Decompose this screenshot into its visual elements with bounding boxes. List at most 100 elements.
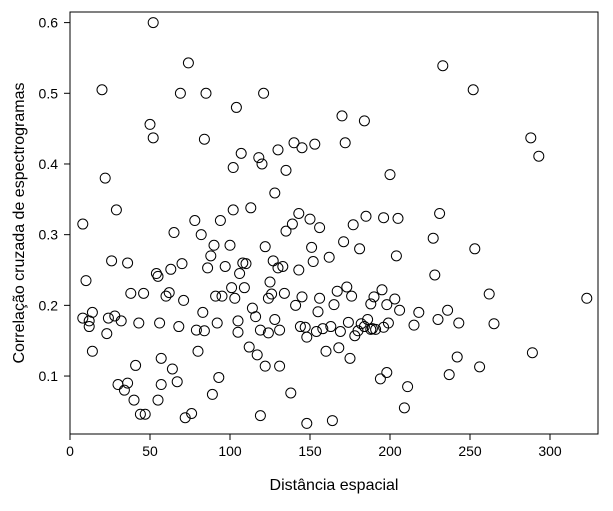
- data-point: [116, 316, 126, 326]
- data-point: [438, 61, 448, 71]
- data-point: [134, 318, 144, 328]
- data-point: [220, 261, 230, 271]
- data-point: [275, 361, 285, 371]
- data-point: [139, 288, 149, 298]
- data-point: [399, 403, 409, 413]
- x-tick-label: 50: [142, 443, 158, 459]
- data-point: [382, 368, 392, 378]
- data-point: [167, 364, 177, 374]
- data-point: [430, 270, 440, 280]
- data-point: [87, 346, 97, 356]
- data-point: [395, 305, 405, 315]
- data-point: [291, 300, 301, 310]
- data-point: [297, 143, 307, 153]
- y-tick-label: 0.4: [39, 156, 59, 172]
- data-point: [87, 307, 97, 317]
- data-point: [279, 288, 289, 298]
- data-point: [148, 18, 158, 28]
- data-point: [379, 213, 389, 223]
- data-point: [156, 353, 166, 363]
- data-point: [315, 293, 325, 303]
- data-point: [409, 320, 419, 330]
- data-point: [255, 411, 265, 421]
- data-point: [251, 312, 261, 322]
- data-point: [302, 332, 312, 342]
- data-point: [207, 389, 217, 399]
- data-point: [239, 283, 249, 293]
- data-point: [334, 343, 344, 353]
- y-tick-label: 0.1: [39, 368, 59, 384]
- data-point: [359, 116, 369, 126]
- data-point: [198, 307, 208, 317]
- data-point: [327, 416, 337, 426]
- data-point: [233, 327, 243, 337]
- data-point: [78, 219, 88, 229]
- data-point: [131, 360, 141, 370]
- data-point: [103, 313, 113, 323]
- data-point: [148, 133, 158, 143]
- data-point: [145, 119, 155, 129]
- data-point: [294, 208, 304, 218]
- data-point: [97, 85, 107, 95]
- data-point: [414, 307, 424, 317]
- data-point: [78, 313, 88, 323]
- data-point: [403, 382, 413, 392]
- plot-frame: [70, 12, 598, 434]
- data-point: [443, 305, 453, 315]
- data-point: [454, 318, 464, 328]
- y-tick-label: 0.5: [39, 85, 59, 101]
- data-point: [329, 300, 339, 310]
- data-point: [452, 352, 462, 362]
- data-point: [393, 213, 403, 223]
- data-point: [172, 377, 182, 387]
- data-point: [435, 208, 445, 218]
- data-point: [270, 314, 280, 324]
- data-point: [199, 134, 209, 144]
- data-point: [335, 327, 345, 337]
- data-point: [244, 342, 254, 352]
- data-point: [390, 294, 400, 304]
- data-point: [468, 85, 478, 95]
- data-point: [433, 314, 443, 324]
- y-tick-label: 0.2: [39, 297, 59, 313]
- data-point: [102, 329, 112, 339]
- data-point: [311, 327, 321, 337]
- data-point: [484, 289, 494, 299]
- data-point: [259, 88, 269, 98]
- data-point: [377, 285, 387, 295]
- data-point: [340, 138, 350, 148]
- data-point: [342, 282, 352, 292]
- data-point: [257, 159, 267, 169]
- x-tick-label: 100: [218, 443, 242, 459]
- data-point: [307, 242, 317, 252]
- data-point: [324, 252, 334, 262]
- data-point: [361, 211, 371, 221]
- data-point: [107, 256, 117, 266]
- data-point: [100, 173, 110, 183]
- data-point: [313, 307, 323, 317]
- data-point: [193, 346, 203, 356]
- data-point: [347, 291, 357, 301]
- data-point: [203, 263, 213, 273]
- data-point: [153, 395, 163, 405]
- scatter-chart: 0501001502002503000.10.20.30.40.50.6Dist…: [0, 0, 613, 511]
- data-point: [113, 380, 123, 390]
- data-point: [302, 418, 312, 428]
- data-point: [235, 269, 245, 279]
- data-point: [228, 163, 238, 173]
- y-axis-title: Correlação cruzada de espectrogramas: [11, 82, 28, 363]
- data-point: [183, 58, 193, 68]
- x-tick-label: 0: [66, 443, 74, 459]
- data-point: [225, 240, 235, 250]
- data-point: [228, 205, 238, 215]
- data-point: [332, 286, 342, 296]
- data-point: [123, 258, 133, 268]
- data-point: [196, 230, 206, 240]
- data-point: [201, 88, 211, 98]
- x-tick-label: 200: [378, 443, 402, 459]
- data-point: [217, 291, 227, 301]
- data-point: [246, 203, 256, 213]
- data-point: [153, 271, 163, 281]
- data-point: [166, 264, 176, 274]
- data-point: [281, 165, 291, 175]
